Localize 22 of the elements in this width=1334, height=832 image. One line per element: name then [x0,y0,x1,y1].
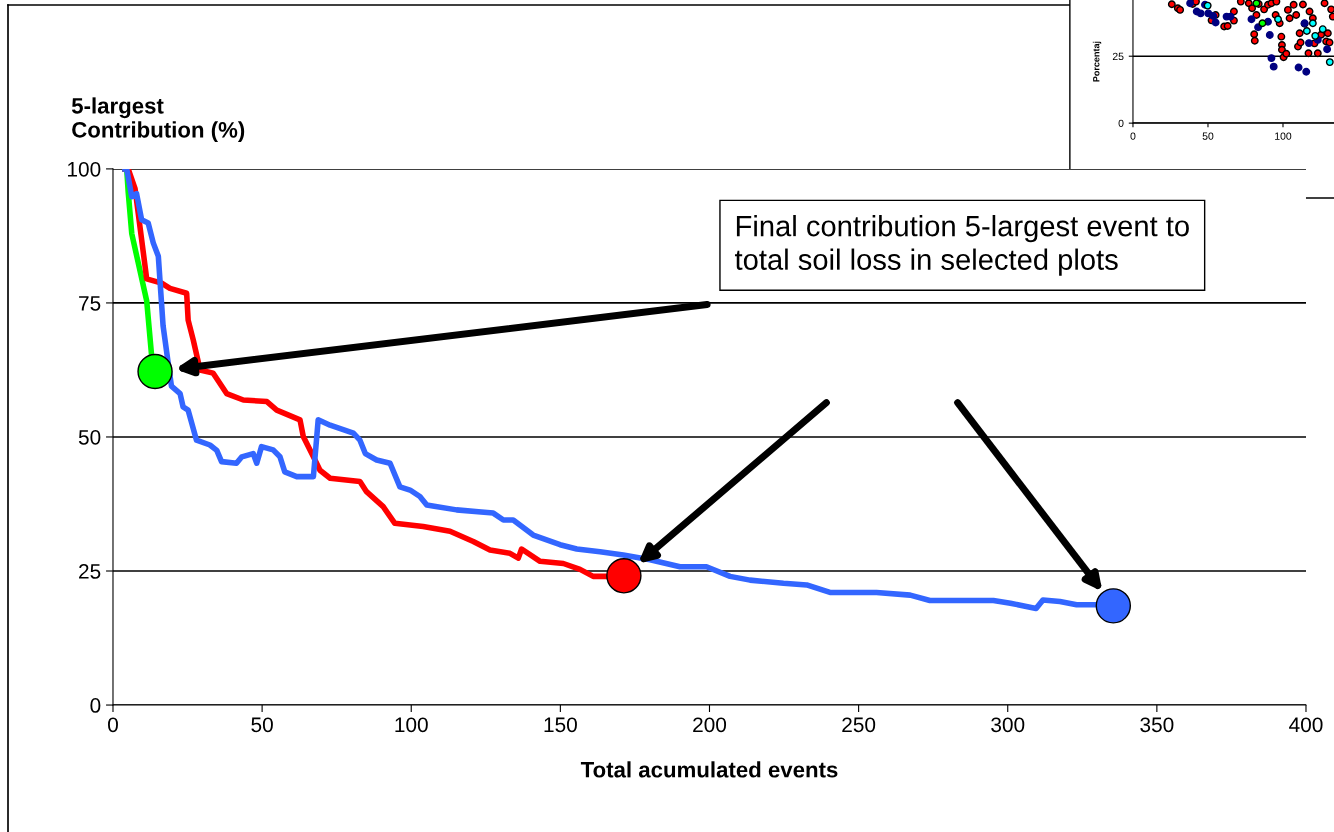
y-axis-title: 5-largest Contribution (%) [71,97,245,143]
x-axis-title: Total acumulated events [580,761,838,778]
y-tick-label: 100 [68,161,101,177]
x-tick-label: 250 [842,717,876,733]
x-tick-label: 300 [991,717,1025,733]
x-tick-label: 350 [1140,717,1174,733]
x-tick-label: 100 [1275,132,1292,140]
x-tick-label: 50 [1202,132,1214,140]
x-tick-label: 0 [108,717,118,733]
y-tick-label: 25 [1112,52,1124,61]
x-tick-label: 400 [1289,717,1323,733]
y-tick-label: 25 [79,564,101,579]
x-tick-label: 50 [251,717,273,733]
y-axis-title: Porcentaj [1092,41,1102,82]
x-tick-label: 150 [544,717,577,733]
annotation: Final contribution 5-largest event to total soil loss in selected plots [734,215,1189,276]
y-tick-label: 50 [78,429,101,445]
y-tick-label: 75 [79,296,101,311]
x-tick-label: 100 [395,717,428,733]
x-tick-label: 0 [1130,132,1136,140]
y-tick-label: 0 [90,698,101,713]
x-tick-label: 200 [693,717,727,733]
